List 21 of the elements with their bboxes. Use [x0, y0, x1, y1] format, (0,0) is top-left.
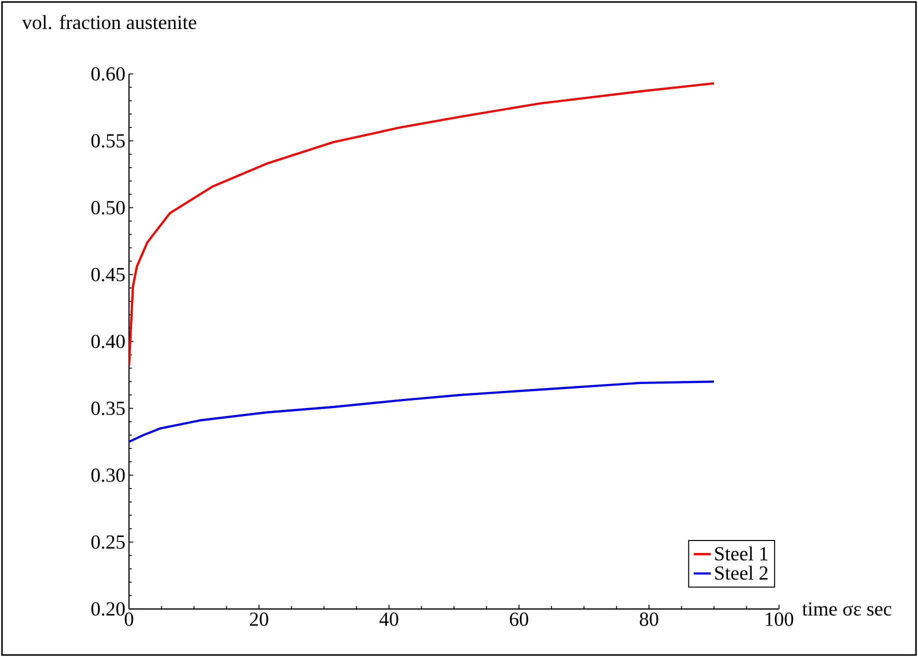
legend-label: Steel 1 — [715, 546, 768, 560]
y-tick-label: 0.50 — [91, 200, 125, 214]
x-axis-title: time σε sec — [802, 602, 892, 616]
x-tick-label: 100 — [766, 612, 794, 626]
y-axis-title: vol. fraction austenite — [22, 14, 196, 30]
line-series — [129, 380, 716, 443]
y-tick-label: 0.40 — [91, 334, 125, 348]
x-tick-label: 20 — [250, 612, 268, 626]
y-tick-label: 0.35 — [91, 402, 125, 416]
x-tick-label: 0 — [124, 612, 134, 626]
x-tick-label: 60 — [510, 612, 528, 626]
x-tick-label: 40 — [379, 612, 398, 626]
y-tick-label: 0.25 — [91, 535, 125, 549]
y-tick-label: 0.20 — [91, 602, 125, 616]
line-series — [129, 82, 716, 367]
y-tick-label: 0.45 — [91, 268, 125, 282]
y-tick-label: 0.60 — [91, 67, 125, 81]
y-tick-label: 0.55 — [91, 134, 125, 148]
y-tick-label: 0.30 — [91, 468, 125, 482]
x-tick-label: 80 — [640, 612, 658, 626]
legend-label: Steel 2 — [715, 566, 768, 580]
